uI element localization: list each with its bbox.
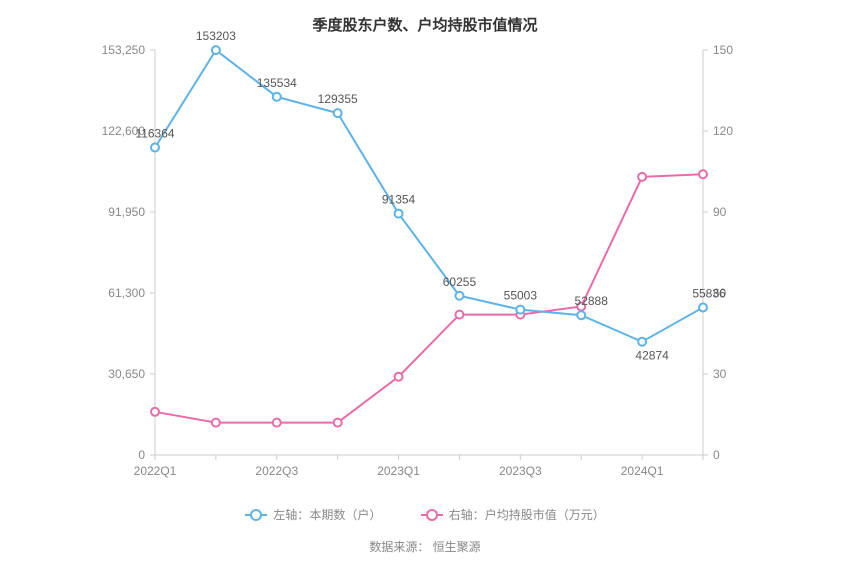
source-text: 恒生聚源 xyxy=(433,540,481,554)
svg-text:153203: 153203 xyxy=(196,29,236,43)
svg-text:55003: 55003 xyxy=(504,289,538,303)
svg-text:150: 150 xyxy=(713,43,733,57)
source-note: 数据来源： 恒生聚源 xyxy=(0,538,850,555)
svg-text:91354: 91354 xyxy=(382,193,416,207)
svg-text:55836: 55836 xyxy=(692,286,726,300)
chart-container: 季度股东户数、户均持股市值情况 030,65061,30091,950122,6… xyxy=(0,0,850,575)
source-prefix: 数据来源： xyxy=(369,540,429,554)
svg-text:135534: 135534 xyxy=(257,76,297,90)
series-shareholder-count-labels: 116364 153203 135534 129355 91354 60255 55003 5… xyxy=(135,29,726,363)
legend-prefix: 右轴： xyxy=(449,506,485,523)
svg-text:90: 90 xyxy=(713,205,727,219)
y-axis-right: 0306090120150 xyxy=(703,43,733,462)
svg-text:120: 120 xyxy=(713,124,733,138)
svg-text:129355: 129355 xyxy=(318,92,358,106)
svg-text:0: 0 xyxy=(713,448,720,462)
series-shareholder-count-markers[interactable] xyxy=(151,46,707,346)
svg-text:2022Q1: 2022Q1 xyxy=(134,464,177,478)
legend-prefix: 左轴： xyxy=(273,506,309,523)
legend: 左轴： 本期数（户） 右轴： 户均持股市值（万元） xyxy=(0,506,850,523)
svg-text:2023Q3: 2023Q3 xyxy=(499,464,542,478)
svg-text:30: 30 xyxy=(713,367,727,381)
svg-text:91,950: 91,950 xyxy=(108,205,145,219)
series-avg-holding-value[interactable] xyxy=(155,174,703,422)
series-shareholder-count[interactable] xyxy=(155,50,703,342)
x-axis: 2022Q1 2022Q3 2023Q1 2023Q3 2024Q1 xyxy=(134,455,703,478)
svg-text:52888: 52888 xyxy=(575,294,609,308)
legend-marker-icon xyxy=(421,510,443,520)
series-avg-holding-value-markers[interactable] xyxy=(151,170,707,426)
legend-label: 本期数（户） xyxy=(309,506,381,523)
legend-item-left[interactable]: 左轴： 本期数（户） xyxy=(245,506,381,523)
svg-text:2024Q1: 2024Q1 xyxy=(621,464,664,478)
svg-text:60255: 60255 xyxy=(443,275,477,289)
svg-text:61,300: 61,300 xyxy=(108,286,145,300)
legend-label: 户均持股市值（万元） xyxy=(485,506,605,523)
svg-text:0: 0 xyxy=(138,448,145,462)
chart-plot[interactable]: 030,65061,30091,950122,600153,250 030609… xyxy=(0,0,850,575)
svg-text:42874: 42874 xyxy=(635,349,669,363)
legend-item-right[interactable]: 右轴： 户均持股市值（万元） xyxy=(421,506,605,523)
svg-text:2022Q3: 2022Q3 xyxy=(255,464,298,478)
legend-marker-icon xyxy=(245,510,267,520)
svg-text:30,650: 30,650 xyxy=(108,367,145,381)
svg-text:116364: 116364 xyxy=(135,126,174,140)
y-axis-left: 030,65061,30091,950122,600153,250 xyxy=(102,43,155,462)
svg-text:153,250: 153,250 xyxy=(102,43,146,57)
svg-text:2023Q1: 2023Q1 xyxy=(377,464,420,478)
